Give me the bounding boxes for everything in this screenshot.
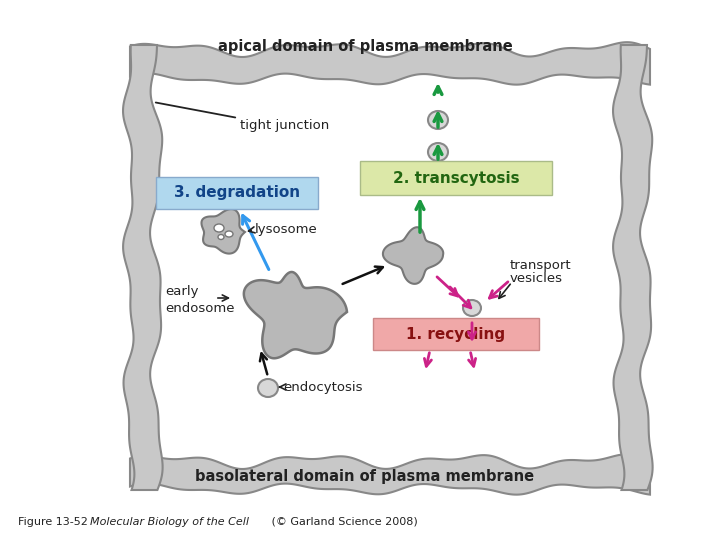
Polygon shape (130, 454, 650, 495)
Text: 3. degradation: 3. degradation (174, 186, 300, 200)
Ellipse shape (463, 300, 481, 316)
Polygon shape (202, 209, 245, 254)
Text: (© Garland Science 2008): (© Garland Science 2008) (268, 517, 418, 527)
Text: lysosome: lysosome (255, 224, 318, 237)
FancyBboxPatch shape (360, 161, 552, 195)
Polygon shape (130, 42, 650, 85)
Text: apical domain of plasma membrane: apical domain of plasma membrane (217, 39, 513, 55)
Text: endocytosis: endocytosis (283, 381, 362, 395)
Polygon shape (244, 272, 347, 358)
Polygon shape (383, 227, 444, 284)
FancyBboxPatch shape (156, 177, 318, 209)
FancyBboxPatch shape (373, 318, 539, 350)
Ellipse shape (258, 379, 278, 397)
Ellipse shape (428, 111, 448, 129)
Ellipse shape (428, 143, 448, 161)
Text: early: early (165, 286, 199, 299)
Ellipse shape (218, 234, 224, 240)
Ellipse shape (225, 231, 233, 237)
Polygon shape (613, 45, 652, 490)
Ellipse shape (481, 330, 499, 346)
Text: tight junction: tight junction (240, 118, 329, 132)
Polygon shape (123, 45, 163, 490)
Text: Molecular Biology of the Cell: Molecular Biology of the Cell (90, 517, 249, 527)
Text: 1. recycling: 1. recycling (406, 327, 505, 341)
Text: 2. transcytosis: 2. transcytosis (392, 171, 519, 186)
Text: endosome: endosome (165, 301, 235, 314)
Polygon shape (155, 82, 615, 460)
Text: Figure 13-52: Figure 13-52 (18, 517, 95, 527)
Ellipse shape (214, 224, 224, 232)
Text: transport: transport (510, 259, 572, 272)
Text: basolateral domain of plasma membrane: basolateral domain of plasma membrane (195, 469, 534, 483)
Text: vesicles: vesicles (510, 273, 563, 286)
